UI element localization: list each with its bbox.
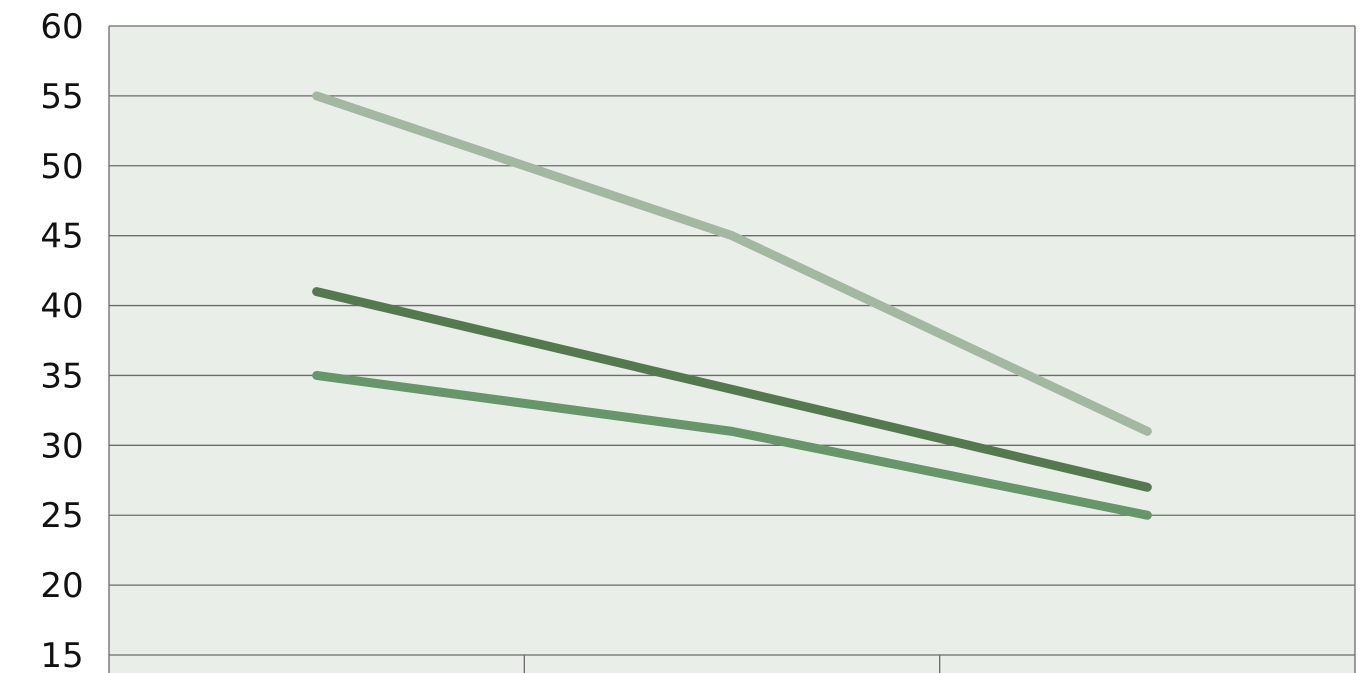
series-line-1 [312,91,1152,436]
y-tick-label: 60 [40,7,83,47]
y-tick-label: 45 [40,217,83,257]
y-tick-label: 15 [40,636,83,673]
y-tick-label: 20 [40,566,83,606]
y-tick-label: 35 [40,356,83,396]
y-tick-label: 30 [40,426,83,466]
y-tick-label: 55 [40,77,83,117]
series-line-3 [312,370,1152,520]
y-tick-label: 40 [40,287,83,327]
y-tick-label: 25 [40,496,83,536]
y-tick-label: 50 [40,147,83,187]
series-line-2 [312,287,1152,492]
plot-area [109,26,1355,673]
y-axis-tick-labels: 60 55 50 45 40 35 30 25 20 15 [40,7,83,673]
series-lines [312,91,1152,520]
